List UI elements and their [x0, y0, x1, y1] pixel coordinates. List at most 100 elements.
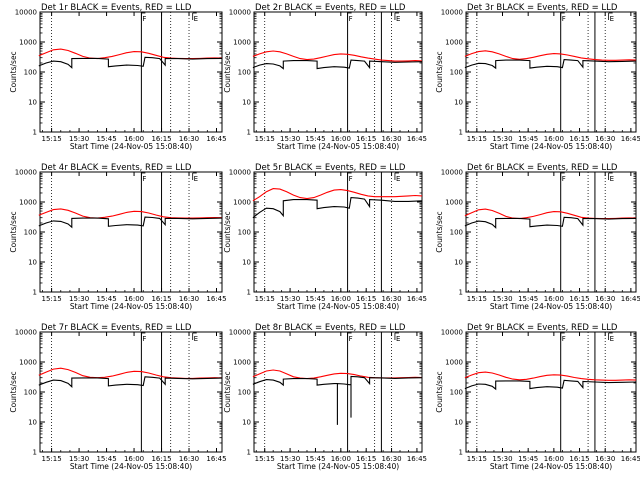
x-tick-label: 16:45: [206, 455, 226, 463]
x-tick-label: 16:00: [124, 455, 144, 463]
y-axis-label: Counts/sec: [9, 51, 18, 92]
plot-frame: [465, 11, 637, 133]
x-tick-label: 16:15: [151, 135, 171, 143]
y-tick-label: 1: [247, 289, 251, 297]
panel-det-4: Det 4r BLACK = Events, RED = LLD 1 10 100 10…: [9, 163, 227, 311]
x-tick-label: 16:45: [206, 295, 226, 303]
x-tick-label: 16:45: [407, 455, 427, 463]
x-tick-label: 15:15: [255, 295, 275, 303]
y-tick-label: 1000: [445, 199, 463, 207]
series-black-events: [38, 56, 223, 69]
y-axis-label: Counts/sec: [435, 371, 444, 412]
series-black-events: [464, 59, 637, 70]
plot-frame: [253, 331, 423, 453]
panel-det-2: Det 2r BLACK = Events, RED = LLD 1 10 100 10…: [223, 3, 427, 151]
x-tick-label: 15:15: [467, 135, 487, 143]
x-tick-label: 16:15: [569, 455, 589, 463]
flag-label: E: [194, 175, 198, 183]
series-red-lld: [38, 48, 223, 60]
x-tick-label: 16:00: [124, 295, 144, 303]
panel-title: Det 8r BLACK = Events, RED = LLD: [255, 323, 406, 333]
panel-title: Det 1r BLACK = Events, RED = LLD: [41, 3, 192, 13]
flag-label: E: [610, 15, 614, 23]
y-tick-label: 1: [459, 289, 463, 297]
y-tick-label: 1000: [445, 39, 463, 47]
panel-title: Det 6r BLACK = Events, RED = LLD: [467, 163, 618, 173]
y-axis-label: Counts/sec: [223, 211, 232, 252]
x-tick-label: 16:30: [595, 455, 615, 463]
y-tick-label: 1: [247, 449, 251, 457]
flag-label: F: [142, 335, 146, 343]
x-tick-label: 15:45: [518, 295, 538, 303]
y-tick-label: 1: [459, 129, 463, 137]
plot-frame: [253, 11, 423, 133]
x-tick-label: 16:00: [544, 295, 564, 303]
x-tick-label: 16:45: [621, 295, 640, 303]
x-tick-label: 15:45: [96, 135, 116, 143]
y-tick-label: 1: [33, 129, 37, 137]
y-tick-label: 10000: [441, 169, 463, 177]
y-tick-label: 10000: [15, 9, 37, 17]
flag-label: E: [396, 15, 400, 23]
y-tick-label: 10: [242, 419, 251, 427]
y-tick-label: 100: [238, 229, 251, 237]
plot-frame: [465, 331, 637, 453]
y-tick-label: 1: [33, 449, 37, 457]
x-tick-label: 15:15: [42, 135, 62, 143]
x-tick-label: 15:30: [492, 295, 512, 303]
x-tick-label: 15:45: [305, 295, 325, 303]
x-axis-label: Start Time (24-Nov-05 15:08:40): [70, 462, 192, 471]
y-tick-label: 10: [28, 99, 37, 107]
series-black-events: [38, 376, 223, 388]
y-tick-label: 10: [28, 259, 37, 267]
x-tick-label: 16:00: [544, 135, 564, 143]
flag-label: F: [562, 15, 566, 23]
series-black-events: [464, 216, 637, 229]
x-tick-label: 15:30: [492, 135, 512, 143]
x-axis-label: Start Time (24-Nov-05 15:08:40): [277, 462, 399, 471]
flag-label: E: [194, 15, 198, 23]
y-tick-label: 10: [242, 259, 251, 267]
panel-title: Det 7r BLACK = Events, RED = LLD: [41, 323, 192, 333]
flag-label: F: [142, 175, 146, 183]
plot-frame: [39, 11, 223, 133]
x-tick-label: 15:15: [42, 455, 62, 463]
panel-title: Det 5r BLACK = Events, RED = LLD: [255, 163, 406, 173]
y-tick-label: 10000: [441, 329, 463, 337]
x-tick-label: 15:30: [280, 455, 300, 463]
series-red-lld: [252, 369, 423, 380]
x-tick-label: 15:15: [467, 455, 487, 463]
x-tick-label: 15:30: [280, 295, 300, 303]
y-tick-label: 1000: [19, 39, 37, 47]
y-tick-label: 100: [450, 69, 463, 77]
flag-label: E: [610, 335, 614, 343]
x-tick-label: 16:30: [381, 295, 401, 303]
x-tick-label: 16:00: [331, 455, 351, 463]
series-black-events: [252, 375, 423, 425]
flag-label: E: [194, 335, 198, 343]
x-axis-label: Start Time (24-Nov-05 15:08:40): [277, 142, 399, 151]
x-tick-label: 15:45: [96, 455, 116, 463]
flag-label: F: [349, 335, 353, 343]
y-tick-label: 1: [33, 289, 37, 297]
y-tick-label: 10000: [229, 169, 251, 177]
x-tick-label: 16:15: [151, 295, 171, 303]
x-tick-label: 16:30: [381, 455, 401, 463]
y-tick-label: 100: [450, 389, 463, 397]
y-tick-label: 10: [28, 419, 37, 427]
flag-label: E: [396, 335, 400, 343]
x-tick-label: 15:30: [69, 455, 89, 463]
series-black-events: [252, 197, 423, 219]
series-black-events: [38, 216, 223, 229]
y-tick-label: 10000: [229, 329, 251, 337]
flag-label: E: [610, 175, 614, 183]
x-axis-label: Start Time (24-Nov-05 15:08:40): [490, 142, 612, 151]
panel-det-6: Det 6r BLACK = Events, RED = LLD 1 10 100 10…: [435, 163, 640, 311]
y-tick-label: 1: [247, 129, 251, 137]
flag-label: F: [562, 335, 566, 343]
x-axis-label: Start Time (24-Nov-05 15:08:40): [70, 302, 192, 311]
y-tick-label: 100: [24, 389, 37, 397]
y-tick-label: 10: [242, 99, 251, 107]
y-axis-label: Counts/sec: [435, 51, 444, 92]
y-tick-label: 10000: [441, 9, 463, 17]
